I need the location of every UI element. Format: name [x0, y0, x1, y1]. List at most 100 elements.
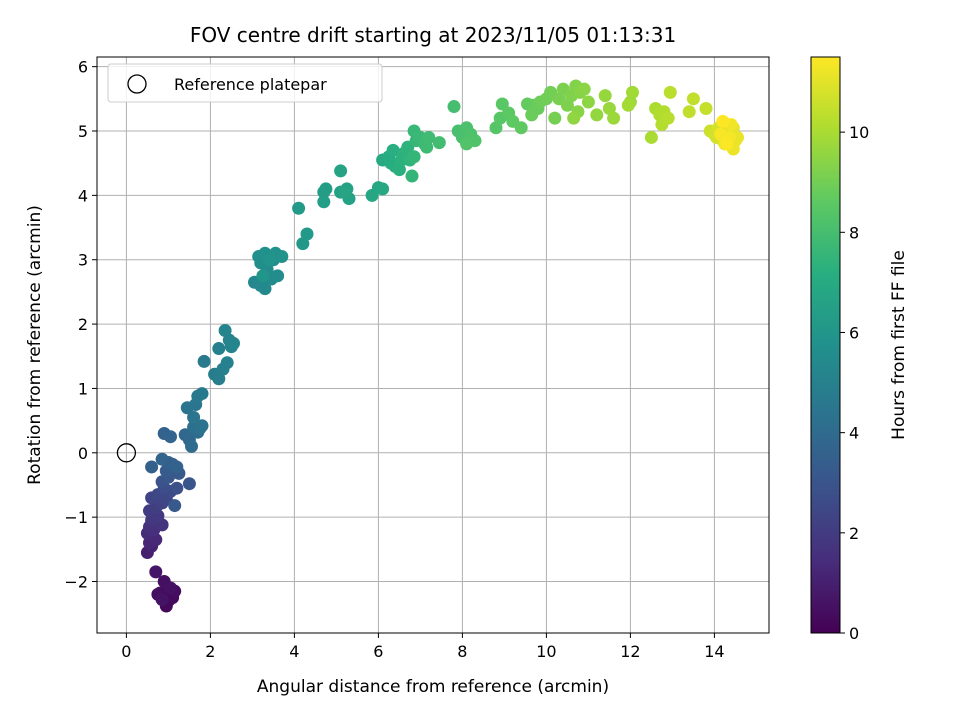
data-point [227, 336, 240, 350]
colorbar-tick-label: 6 [849, 323, 859, 342]
data-point [581, 95, 595, 109]
plot-frame [96, 56, 770, 634]
colorbar-label: Hours from first FF file [889, 250, 909, 440]
data-point [300, 227, 314, 241]
data-point [460, 137, 474, 151]
legend-marker [127, 74, 147, 94]
x-axis-label: Angular distance from reference (arcmin) [257, 677, 609, 697]
data-point [182, 477, 196, 491]
data-point [386, 143, 400, 157]
y-tick-label: −1 [64, 508, 88, 527]
x-tick-label: 0 [121, 642, 131, 661]
data-point [170, 460, 184, 474]
data-point [376, 182, 390, 196]
data-point [663, 85, 677, 99]
data-point [170, 481, 184, 495]
data-point [317, 195, 331, 209]
data-point [145, 460, 159, 474]
data-point [661, 111, 675, 125]
data-point [338, 185, 352, 199]
data-point [319, 182, 333, 196]
x-tick-label: 8 [457, 642, 467, 661]
data-point [155, 452, 169, 466]
data-point [195, 387, 209, 401]
data-point [626, 85, 639, 99]
data-point [598, 89, 612, 103]
y-axis-ticks: −2 −1 0 1 2 3 4 5 6 [64, 58, 97, 592]
y-tick-label: 1 [78, 379, 88, 398]
colorbar-tick-label: 2 [849, 524, 859, 543]
x-tick-label: 2 [205, 642, 215, 661]
y-tick-label: −2 [64, 573, 88, 592]
x-tick-label: 6 [373, 642, 383, 661]
data-point [275, 250, 289, 264]
data-point [256, 269, 270, 283]
colorbar: 0 2 4 6 8 10 Hours from first FF file [810, 56, 909, 643]
data-point [292, 201, 306, 215]
data-point [149, 565, 163, 579]
data-point [407, 150, 421, 164]
data-point [447, 100, 461, 114]
data-point [607, 111, 621, 125]
legend: Reference platepar [107, 63, 383, 103]
data-point [714, 127, 728, 141]
colorbar-tick-label: 10 [849, 123, 869, 142]
y-tick-label: 6 [78, 58, 88, 77]
colorbar-tick-label: 8 [849, 223, 859, 242]
x-axis-ticks: 0 2 4 6 8 10 12 14 [121, 633, 725, 661]
colorbar-tick-label: 0 [849, 624, 859, 643]
y-tick-label: 5 [78, 122, 88, 141]
data-point [514, 121, 528, 135]
legend-entry: Reference platepar [174, 75, 327, 94]
data-point [271, 269, 285, 283]
data-point [422, 130, 436, 144]
data-point [686, 92, 700, 106]
data-point [334, 164, 348, 178]
data-point [567, 111, 581, 125]
y-tick-label: 4 [78, 186, 88, 205]
data-point [432, 136, 446, 150]
chart-title: FOV centre drift starting at 2023/11/05 … [190, 23, 676, 47]
data-point [699, 101, 713, 115]
x-tick-label: 12 [620, 642, 640, 661]
colorbar-gradient [810, 56, 841, 634]
data-point [195, 419, 209, 433]
data-point [187, 410, 201, 424]
x-tick-label: 10 [536, 642, 556, 661]
data-point [185, 439, 198, 453]
data-point [716, 114, 730, 128]
data-point [262, 253, 276, 267]
data-point [155, 593, 169, 607]
data-point [220, 356, 234, 370]
data-point [392, 163, 406, 177]
legend-box [107, 63, 383, 103]
data-point [258, 282, 272, 296]
data-point [548, 111, 562, 125]
data-point [164, 581, 177, 595]
x-tick-label: 14 [704, 642, 724, 661]
y-axis-label: Rotation from reference (arcmin) [25, 205, 45, 485]
data-points [140, 79, 744, 613]
data-point [682, 105, 696, 119]
data-point [644, 130, 658, 144]
data-point [621, 98, 635, 112]
y-tick-label: 2 [78, 315, 88, 334]
data-point [218, 324, 232, 338]
data-point [212, 342, 226, 356]
y-tick-label: 0 [78, 444, 88, 463]
grid-lines [97, 57, 769, 633]
reference-platepar-marker [116, 443, 137, 463]
y-tick-label: 3 [78, 251, 88, 270]
data-point [168, 499, 182, 513]
data-point [164, 430, 177, 444]
x-tick-label: 4 [289, 642, 299, 661]
data-point [525, 108, 539, 122]
colorbar-ticks: 0 2 4 6 8 10 [840, 123, 869, 643]
data-point [420, 140, 434, 154]
data-point [590, 108, 604, 122]
data-point [197, 354, 211, 368]
data-point [577, 82, 591, 96]
data-point [405, 169, 419, 183]
colorbar-tick-label: 4 [849, 424, 859, 443]
